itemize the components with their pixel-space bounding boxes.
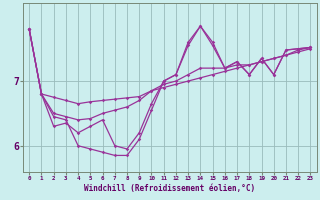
- X-axis label: Windchill (Refroidissement éolien,°C): Windchill (Refroidissement éolien,°C): [84, 184, 255, 193]
